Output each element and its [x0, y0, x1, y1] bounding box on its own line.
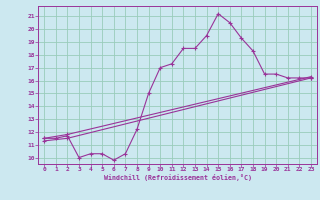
X-axis label: Windchill (Refroidissement éolien,°C): Windchill (Refroidissement éolien,°C) [104, 174, 252, 181]
